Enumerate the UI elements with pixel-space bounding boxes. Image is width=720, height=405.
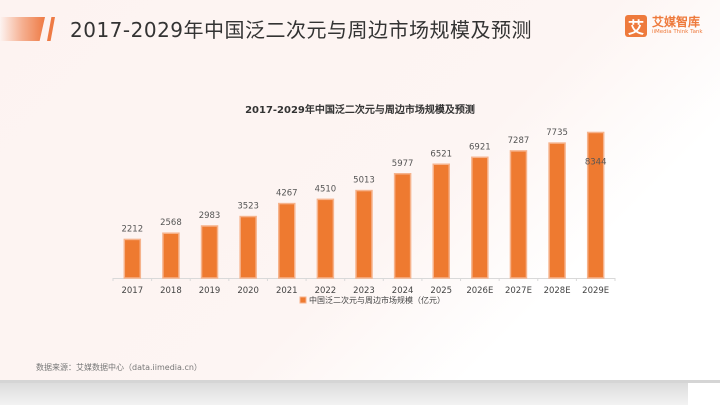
bar xyxy=(509,150,528,279)
legend-swatch xyxy=(299,296,307,304)
bar xyxy=(123,238,142,279)
x-tick-label: 2021 xyxy=(276,286,298,296)
bar xyxy=(471,156,489,279)
bar xyxy=(393,173,412,279)
data-label: 5013 xyxy=(353,176,375,186)
data-label: 7735 xyxy=(546,128,568,138)
data-label: 6521 xyxy=(430,149,452,159)
x-tick-label: 2020 xyxy=(237,286,259,296)
x-tick-label: 2022 xyxy=(315,286,337,296)
bar xyxy=(355,189,373,279)
data-label: 4510 xyxy=(315,184,337,194)
logo-mark-icon: 艾 xyxy=(625,15,647,37)
x-tick-label: 2028E xyxy=(544,286,571,296)
x-tick-label: 2017 xyxy=(121,286,143,296)
logo-name-en: iiMedia Think Tank xyxy=(652,29,703,35)
bar xyxy=(548,142,566,279)
bottom-divider xyxy=(0,380,720,383)
x-tick-label: 2027E xyxy=(505,286,532,296)
bar xyxy=(316,198,335,279)
data-label: 6921 xyxy=(469,142,491,152)
data-label: 5977 xyxy=(392,159,414,169)
data-label: 7287 xyxy=(508,136,530,146)
data-label: 2983 xyxy=(199,211,221,221)
x-tick-label: 2024 xyxy=(392,286,414,296)
data-label: 4267 xyxy=(276,189,298,199)
x-tick-label: 2029E xyxy=(582,286,609,296)
data-source: 数据来源：艾媒数据中心（data.iimedia.cn） xyxy=(36,363,202,372)
title-accent-slash xyxy=(47,17,55,41)
legend-label: 中国泛二次元与周边市场规模（亿元） xyxy=(309,295,445,305)
iimedia-logo: 艾 艾媒智库 iiMedia Think Tank xyxy=(625,15,703,37)
chart-title: 2017-2029年中国泛二次元与周边市场规模及预测 xyxy=(245,105,475,116)
x-tick-label: 2025 xyxy=(430,286,452,296)
data-label: 2568 xyxy=(160,218,182,228)
bar xyxy=(586,131,605,279)
bar xyxy=(162,232,180,279)
data-label: 3523 xyxy=(237,202,259,212)
bar xyxy=(239,215,257,279)
x-tick-label: 2023 xyxy=(353,286,375,296)
title-accent-bar xyxy=(0,17,45,41)
logo-name-cn: 艾媒智库 xyxy=(652,15,701,29)
x-tick-label: 2018 xyxy=(160,286,182,296)
x-tick-label: 2019 xyxy=(199,286,221,296)
bar xyxy=(432,163,450,279)
bar xyxy=(278,202,296,279)
bottom-shadow xyxy=(0,383,688,405)
x-tick-label: 2026E xyxy=(466,286,493,296)
data-label: 8344 xyxy=(585,157,607,167)
bar xyxy=(200,225,219,279)
data-label: 2212 xyxy=(121,224,143,234)
page-title: 2017-2029年中国泛二次元与周边市场规模及预测 xyxy=(70,18,533,42)
logo-text: 艾媒智库 iiMedia Think Tank xyxy=(652,16,703,36)
